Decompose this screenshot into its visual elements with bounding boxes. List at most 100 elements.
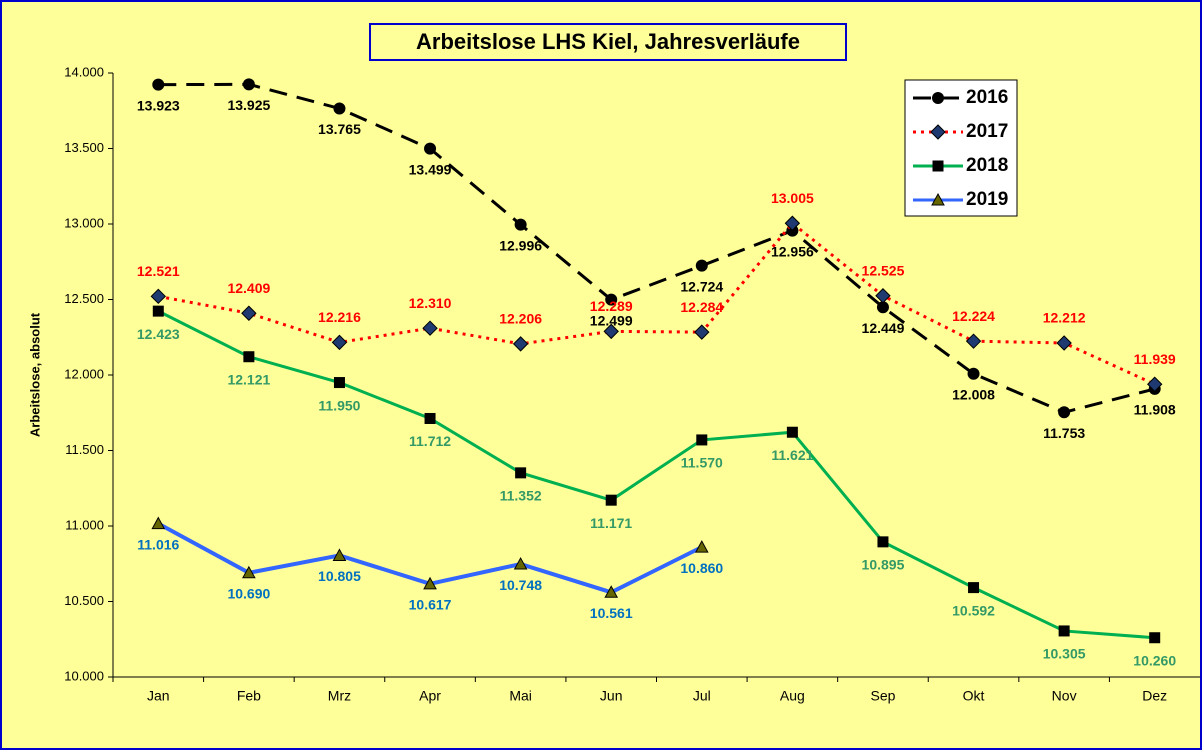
legend-label: 2016 xyxy=(966,87,1008,108)
data-label: 13.005 xyxy=(771,190,814,206)
data-label: 13.925 xyxy=(227,97,270,113)
x-tick-label: Mrz xyxy=(328,688,351,704)
x-tick-label: Dez xyxy=(1142,688,1167,704)
data-point xyxy=(333,102,346,115)
data-point xyxy=(696,434,708,446)
legend-box xyxy=(904,79,1018,217)
data-label: 12.121 xyxy=(227,371,270,387)
data-point xyxy=(605,494,617,506)
data-label: 12.008 xyxy=(952,386,995,402)
y-tick-label: 11.000 xyxy=(65,517,104,532)
data-label: 11.171 xyxy=(590,515,632,531)
data-point xyxy=(150,288,166,305)
data-label: 11.939 xyxy=(1134,351,1176,367)
data-label: 10.805 xyxy=(318,568,361,584)
data-point xyxy=(424,142,437,155)
x-tick-label: Jun xyxy=(600,688,623,704)
x-tick-label: Aug xyxy=(780,688,805,704)
legend-label: 2019 xyxy=(966,189,1008,210)
data-label: 11.621 xyxy=(771,447,813,463)
data-label: 13.499 xyxy=(409,161,452,177)
data-point xyxy=(1058,406,1071,419)
data-label: 10.561 xyxy=(590,605,633,621)
data-point xyxy=(603,323,619,340)
data-point xyxy=(242,565,256,579)
data-point xyxy=(512,336,529,352)
data-label: 12.449 xyxy=(862,320,905,336)
data-point xyxy=(784,215,801,231)
data-label: 13.765 xyxy=(318,121,361,137)
x-tick-label: Jul xyxy=(693,688,711,704)
data-label: 10.748 xyxy=(499,577,542,593)
data-point xyxy=(965,333,982,349)
data-point xyxy=(968,582,980,594)
data-point xyxy=(423,576,437,590)
data-point xyxy=(241,305,257,321)
data-label: 10.617 xyxy=(409,597,452,613)
data-point xyxy=(152,305,164,317)
data-label: 12.499 xyxy=(590,312,633,328)
x-tick-label: Jan xyxy=(147,688,170,704)
data-label: 12.996 xyxy=(499,237,542,253)
data-point xyxy=(422,320,438,336)
data-point xyxy=(695,259,708,272)
data-point xyxy=(424,412,436,424)
data-label: 10.690 xyxy=(227,586,270,602)
data-point xyxy=(151,516,166,530)
y-tick-label: 10.500 xyxy=(64,593,104,608)
y-tick-label: 13.000 xyxy=(64,215,104,230)
y-tick-label: 14.000 xyxy=(64,64,104,79)
data-point xyxy=(605,293,618,306)
data-point xyxy=(694,540,709,553)
data-point xyxy=(152,78,165,91)
y-tick-label: 12.000 xyxy=(64,366,104,381)
y-tick-label: 13.500 xyxy=(64,140,104,155)
x-tick-label: Mai xyxy=(509,688,532,704)
series-line xyxy=(157,309,1155,640)
data-point xyxy=(514,218,527,231)
legend-marker xyxy=(932,160,944,172)
y-tick-label: 12.500 xyxy=(64,291,104,306)
x-tick-label: Sep xyxy=(870,688,895,704)
data-point xyxy=(877,536,889,548)
data-label: 11.908 xyxy=(1134,402,1176,418)
data-label: 12.289 xyxy=(590,298,633,314)
data-point xyxy=(331,334,348,351)
data-label: 10.260 xyxy=(1133,652,1176,668)
data-point xyxy=(333,377,345,389)
x-tick-label: Feb xyxy=(237,688,261,704)
series-line xyxy=(158,82,1156,414)
data-label: 12.521 xyxy=(137,263,180,279)
data-label: 11.712 xyxy=(409,433,451,449)
x-tick-label: Apr xyxy=(419,688,441,704)
data-point xyxy=(967,367,980,380)
data-label: 12.724 xyxy=(680,278,723,294)
data-label: 10.305 xyxy=(1043,646,1086,662)
data-label: 11.352 xyxy=(500,488,542,504)
data-label: 12.525 xyxy=(862,262,905,278)
data-point xyxy=(1149,632,1161,644)
y-tick-label: 10.000 xyxy=(64,668,104,683)
data-point xyxy=(694,324,710,340)
y-axis-label: Arbeitslose, absolut xyxy=(27,312,42,437)
title-box xyxy=(369,23,847,61)
data-label: 12.224 xyxy=(952,308,995,324)
data-label: 11.570 xyxy=(681,455,723,471)
data-label: 11.016 xyxy=(137,536,179,552)
data-label: 10.860 xyxy=(680,560,723,576)
data-label: 10.592 xyxy=(952,602,995,618)
data-point xyxy=(875,288,891,304)
data-label: 12.409 xyxy=(227,280,270,296)
data-point xyxy=(1147,376,1163,392)
data-label: 11.753 xyxy=(1043,425,1085,441)
data-label: 12.423 xyxy=(137,326,180,342)
x-tick-label: Nov xyxy=(1052,688,1077,704)
data-point xyxy=(515,467,527,479)
data-point xyxy=(876,301,889,314)
legend-marker xyxy=(930,124,946,140)
data-point xyxy=(242,78,255,91)
data-label: 12.956 xyxy=(771,243,814,259)
data-point xyxy=(332,548,347,561)
